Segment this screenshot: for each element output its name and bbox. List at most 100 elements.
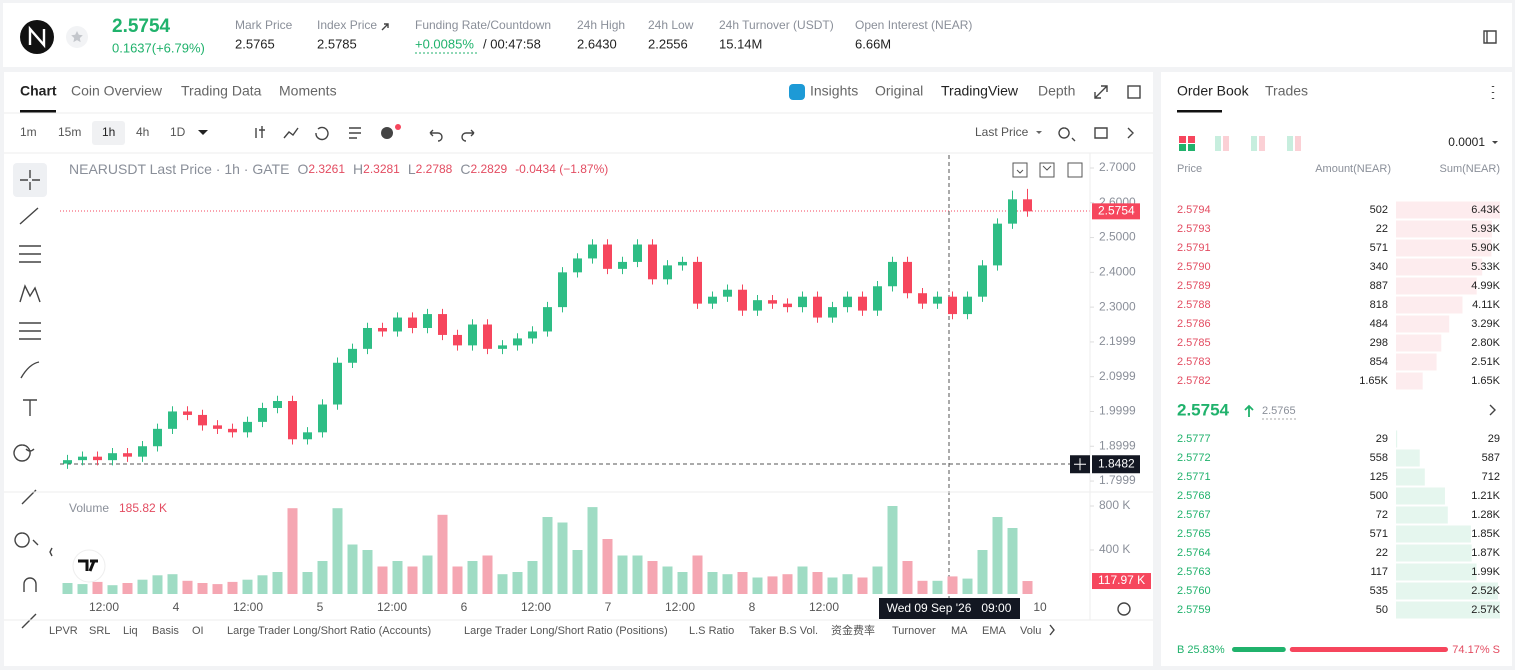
sum: 2.80K	[1471, 337, 1500, 349]
indicator[interactable]: Large Trader Long/Short Ratio (Positions…	[464, 625, 668, 637]
candle-body	[813, 296, 822, 318]
undo-redo[interactable]	[429, 129, 475, 142]
layout-icon[interactable]	[1215, 136, 1293, 151]
up-arrow	[1244, 404, 1254, 417]
chart-tab[interactable]: Moments	[279, 83, 337, 99]
volume-tag-label: 117.97 K	[1098, 573, 1145, 587]
interval[interactable]: 1h	[102, 125, 115, 139]
price[interactable]: 2.5768	[1177, 490, 1211, 502]
volume-bar	[632, 555, 643, 594]
candle-body	[348, 348, 357, 363]
indicator[interactable]: MA	[951, 625, 968, 637]
indicator[interactable]: LPVR	[49, 625, 78, 637]
volume-title: Volume	[69, 501, 109, 515]
settings-icon[interactable]	[1117, 602, 1131, 616]
price[interactable]: 2.5763	[1177, 566, 1211, 578]
price[interactable]: 2.5777	[1177, 433, 1211, 445]
chart-controls[interactable]	[1012, 162, 1083, 178]
volume-bar	[617, 555, 628, 594]
dropdown-arrow[interactable]	[1036, 131, 1042, 134]
layout-icon[interactable]	[1179, 144, 1195, 151]
dropdown-arrow[interactable]	[198, 130, 208, 135]
volume-bar	[77, 584, 88, 594]
book-tab[interactable]: Trades	[1265, 83, 1308, 99]
price[interactable]: 2.5767	[1177, 509, 1211, 521]
plus-icon	[1074, 458, 1086, 471]
indicator[interactable]: 资金费率	[831, 623, 875, 637]
price[interactable]: 2.5771	[1177, 471, 1211, 483]
price[interactable]: 2.5782	[1177, 375, 1211, 387]
stat-label: 24h High	[577, 18, 625, 32]
price[interactable]: 2.5791	[1177, 242, 1211, 254]
price[interactable]: 2.5789	[1177, 280, 1211, 292]
indicator[interactable]: Basis	[152, 625, 179, 637]
view-tab[interactable]: TradingView	[941, 83, 1019, 99]
expand-icon[interactable]	[1094, 85, 1108, 99]
indicator[interactable]: Taker B.S Vol.	[749, 625, 818, 637]
price[interactable]: 2.5794	[1177, 204, 1211, 216]
chevron[interactable]	[1049, 624, 1055, 636]
view-tab[interactable]: Insights	[810, 83, 858, 99]
price[interactable]: 2.5759	[1177, 604, 1211, 616]
price[interactable]: 2.5765	[1177, 528, 1211, 540]
volume-bar	[497, 574, 508, 594]
price[interactable]: 2.5786	[1177, 318, 1211, 330]
tools-right[interactable]	[1058, 127, 1134, 142]
drawing-tools[interactable]	[13, 170, 41, 629]
price[interactable]: 2.5760	[1177, 585, 1211, 597]
interval[interactable]: 4h	[136, 125, 149, 139]
view-tab[interactable]: Original	[875, 83, 923, 99]
indicator[interactable]: SRL	[89, 625, 110, 637]
precision[interactable]: 0.0001	[1448, 135, 1485, 149]
interval[interactable]: 15m	[58, 125, 81, 139]
indicator[interactable]: Volu	[1020, 625, 1041, 637]
layout-icon[interactable]	[1179, 136, 1195, 143]
chart-tab[interactable]: Coin Overview	[71, 83, 163, 99]
indicator[interactable]: EMA	[982, 625, 1007, 637]
sum: 4.99K	[1471, 280, 1500, 292]
price-source[interactable]: Last Price	[975, 125, 1029, 139]
sell-bar	[1289, 647, 1448, 652]
price[interactable]: 2.5764	[1177, 547, 1211, 559]
indicator-icon[interactable]	[381, 127, 393, 139]
indicator[interactable]: Turnover	[892, 625, 936, 637]
crosshair-tag	[1092, 455, 1140, 474]
layout-icon[interactable]	[1223, 136, 1301, 151]
collapse[interactable]	[49, 547, 53, 557]
volume-bar	[797, 566, 808, 594]
last-price: 2.5754	[112, 16, 171, 37]
indicator[interactable]: Large Trader Long/Short Ratio (Accounts)	[227, 625, 431, 637]
amount: 72	[1376, 509, 1388, 521]
candle-body	[378, 327, 387, 332]
price[interactable]: 2.5790	[1177, 261, 1211, 273]
price[interactable]: 2.5785	[1177, 337, 1211, 349]
indicator[interactable]: OI	[192, 625, 204, 637]
ohlc-value: 2.3261	[308, 162, 345, 176]
y-tick-label: 1.8999	[1099, 438, 1136, 452]
volume-bar	[917, 580, 928, 594]
chart-tab[interactable]: Trading Data	[181, 83, 262, 99]
chart-tab[interactable]: Chart	[20, 83, 57, 99]
window-icon[interactable]	[1127, 85, 1141, 99]
price[interactable]: 2.5772	[1177, 452, 1211, 464]
candle-body	[78, 456, 87, 461]
notes-icon[interactable]	[1483, 30, 1497, 44]
interval[interactable]: 1D	[170, 125, 186, 139]
toolbar-icons[interactable]	[255, 126, 361, 141]
volume-bar	[152, 575, 163, 594]
depth-bar	[1396, 487, 1445, 505]
indicator[interactable]: Liq	[123, 625, 138, 637]
interval[interactable]: 1m	[20, 125, 37, 139]
price[interactable]: 2.5793	[1177, 223, 1211, 235]
candle-body	[663, 265, 672, 280]
indicator[interactable]: L.S Ratio	[689, 625, 734, 637]
price[interactable]: 2.5788	[1177, 299, 1211, 311]
view-tab[interactable]: Depth	[1038, 83, 1075, 99]
chevron[interactable]	[1489, 404, 1496, 416]
volume-bar	[167, 574, 178, 594]
book-tab[interactable]: Order Book	[1177, 83, 1250, 99]
crosshair-label: 1.8482	[1098, 456, 1135, 470]
dropdown-arrow[interactable]	[1492, 141, 1498, 144]
sum: 587	[1482, 452, 1500, 464]
price[interactable]: 2.5783	[1177, 356, 1211, 368]
